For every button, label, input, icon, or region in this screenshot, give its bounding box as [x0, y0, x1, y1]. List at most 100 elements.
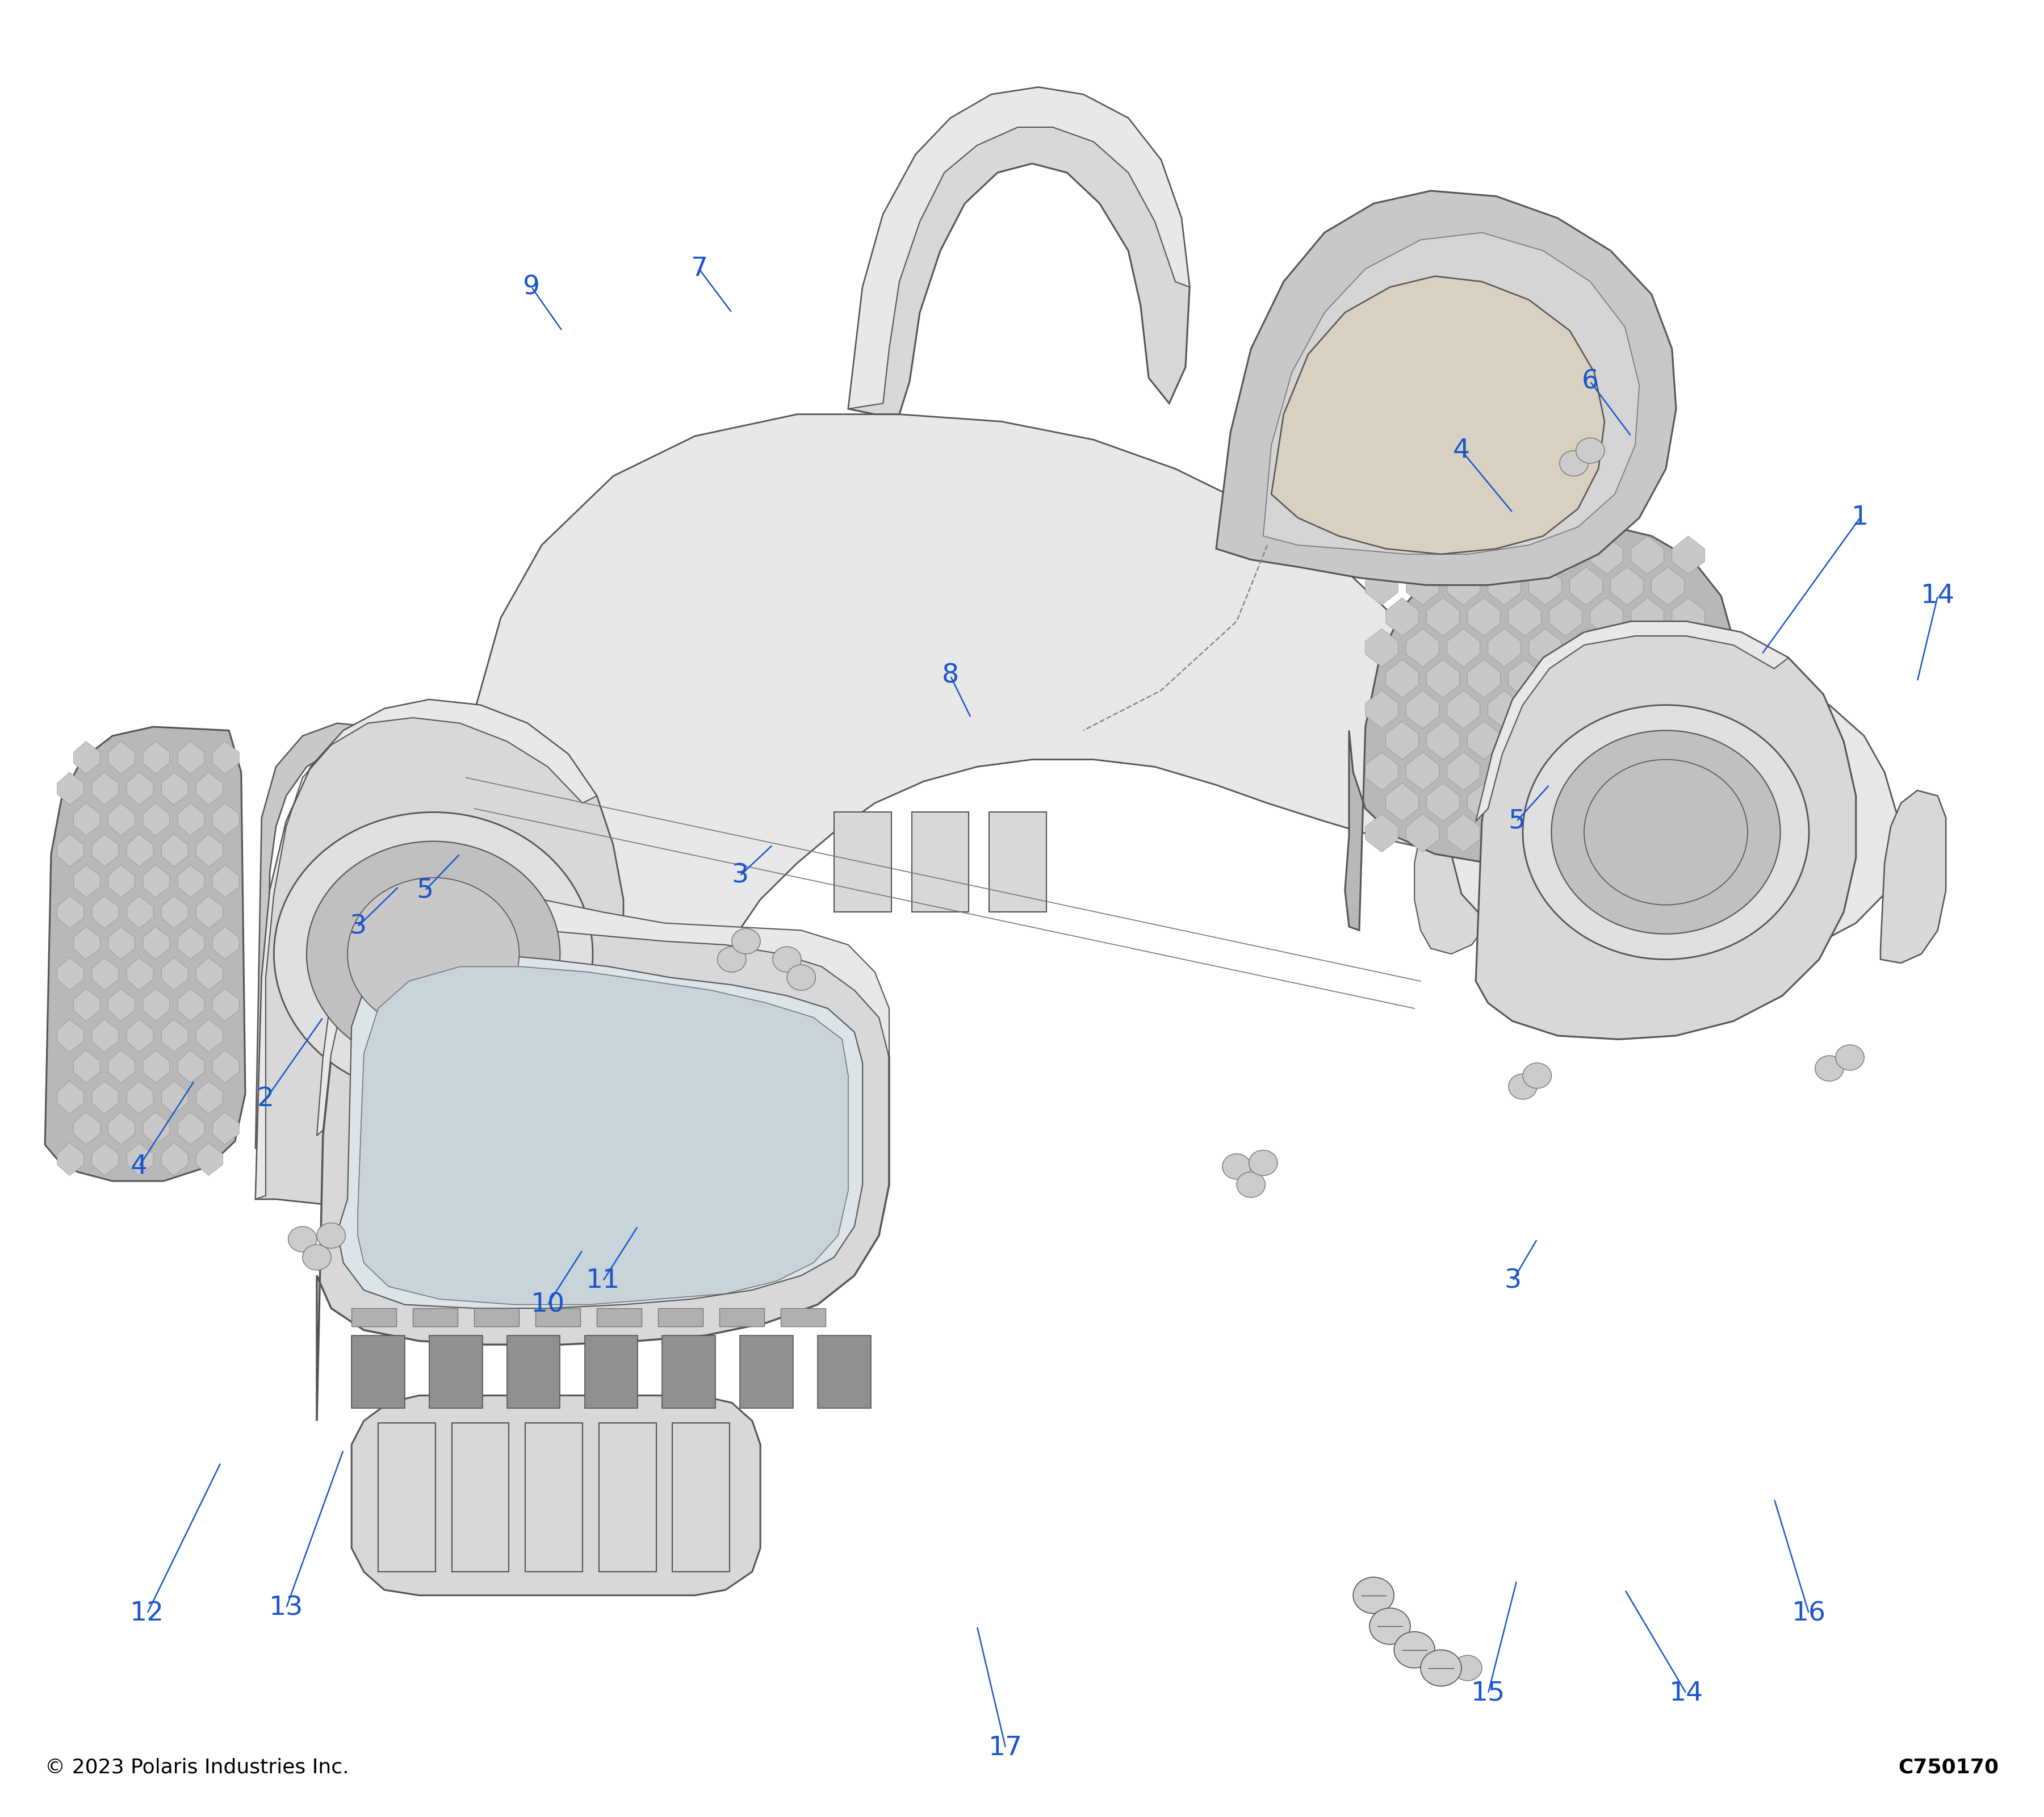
- Bar: [672, 1423, 730, 1572]
- Polygon shape: [1447, 567, 1480, 605]
- Polygon shape: [143, 988, 170, 1021]
- Polygon shape: [1365, 629, 1398, 667]
- Bar: [536, 1308, 580, 1326]
- Bar: [585, 1335, 638, 1408]
- Text: 17: 17: [989, 1735, 1022, 1761]
- Polygon shape: [57, 1019, 84, 1052]
- Polygon shape: [92, 896, 119, 928]
- Polygon shape: [196, 1019, 223, 1052]
- Polygon shape: [57, 1081, 84, 1114]
- Polygon shape: [143, 1050, 170, 1083]
- Polygon shape: [74, 865, 100, 898]
- Polygon shape: [1427, 721, 1459, 760]
- Polygon shape: [1672, 721, 1705, 760]
- Polygon shape: [178, 988, 204, 1021]
- Polygon shape: [1570, 690, 1602, 729]
- Circle shape: [462, 1036, 552, 1116]
- Polygon shape: [92, 958, 119, 990]
- Circle shape: [1400, 1637, 1429, 1663]
- Polygon shape: [1476, 621, 1789, 821]
- Polygon shape: [108, 865, 135, 898]
- Polygon shape: [196, 896, 223, 928]
- Polygon shape: [1447, 690, 1480, 729]
- Polygon shape: [337, 954, 863, 1308]
- Circle shape: [1523, 705, 1809, 959]
- Polygon shape: [1590, 598, 1623, 636]
- Polygon shape: [92, 772, 119, 805]
- Circle shape: [1551, 730, 1780, 934]
- Polygon shape: [178, 1112, 204, 1145]
- Polygon shape: [1631, 536, 1664, 574]
- Polygon shape: [178, 865, 204, 898]
- Polygon shape: [1672, 598, 1705, 636]
- Polygon shape: [143, 741, 170, 774]
- Polygon shape: [213, 1050, 239, 1083]
- Polygon shape: [1365, 567, 1398, 605]
- Bar: [781, 1308, 826, 1326]
- Polygon shape: [1590, 721, 1623, 760]
- Polygon shape: [127, 1081, 153, 1114]
- Polygon shape: [57, 958, 84, 990]
- Polygon shape: [127, 772, 153, 805]
- Polygon shape: [143, 927, 170, 959]
- Circle shape: [732, 928, 760, 954]
- Text: 5: 5: [417, 878, 433, 903]
- Bar: [989, 812, 1047, 912]
- Polygon shape: [1529, 752, 1562, 790]
- Polygon shape: [213, 803, 239, 836]
- Text: 1: 1: [1852, 505, 1868, 531]
- Polygon shape: [1529, 629, 1562, 667]
- Polygon shape: [1427, 598, 1459, 636]
- Polygon shape: [1549, 721, 1582, 760]
- Bar: [352, 1308, 397, 1326]
- Polygon shape: [1529, 567, 1562, 605]
- Polygon shape: [256, 700, 623, 1208]
- Polygon shape: [161, 896, 188, 928]
- Circle shape: [1508, 1074, 1537, 1099]
- Bar: [352, 1335, 405, 1408]
- Circle shape: [1421, 1650, 1461, 1686]
- Circle shape: [1815, 1056, 1844, 1081]
- Polygon shape: [92, 834, 119, 867]
- Polygon shape: [143, 1112, 170, 1145]
- Polygon shape: [1263, 233, 1639, 554]
- Polygon shape: [1672, 783, 1705, 821]
- Polygon shape: [213, 741, 239, 774]
- Polygon shape: [1365, 752, 1398, 790]
- Polygon shape: [1570, 567, 1602, 605]
- Polygon shape: [1488, 752, 1521, 790]
- Polygon shape: [127, 1019, 153, 1052]
- Polygon shape: [364, 763, 460, 1185]
- Polygon shape: [1549, 660, 1582, 698]
- Text: 3: 3: [732, 863, 748, 889]
- Polygon shape: [1386, 783, 1419, 821]
- Polygon shape: [317, 894, 889, 1136]
- Circle shape: [274, 812, 593, 1096]
- Polygon shape: [1488, 567, 1521, 605]
- Polygon shape: [213, 865, 239, 898]
- Polygon shape: [143, 803, 170, 836]
- Circle shape: [717, 947, 746, 972]
- Polygon shape: [1488, 629, 1521, 667]
- Polygon shape: [1468, 660, 1500, 698]
- Text: © 2023 Polaris Industries Inc.: © 2023 Polaris Industries Inc.: [45, 1757, 350, 1777]
- Polygon shape: [196, 834, 223, 867]
- Circle shape: [1249, 1150, 1278, 1176]
- Polygon shape: [161, 772, 188, 805]
- Polygon shape: [108, 927, 135, 959]
- Circle shape: [476, 1048, 538, 1103]
- Polygon shape: [196, 772, 223, 805]
- Polygon shape: [127, 896, 153, 928]
- Polygon shape: [358, 967, 848, 1305]
- Bar: [525, 1423, 583, 1572]
- Polygon shape: [57, 834, 84, 867]
- Polygon shape: [178, 803, 204, 836]
- Polygon shape: [127, 1143, 153, 1176]
- Polygon shape: [1880, 790, 1946, 963]
- Circle shape: [1353, 1577, 1394, 1613]
- Polygon shape: [848, 87, 1190, 414]
- Polygon shape: [1652, 814, 1684, 852]
- Polygon shape: [1476, 621, 1856, 1039]
- Text: 2: 2: [258, 1087, 274, 1112]
- Polygon shape: [848, 87, 1190, 409]
